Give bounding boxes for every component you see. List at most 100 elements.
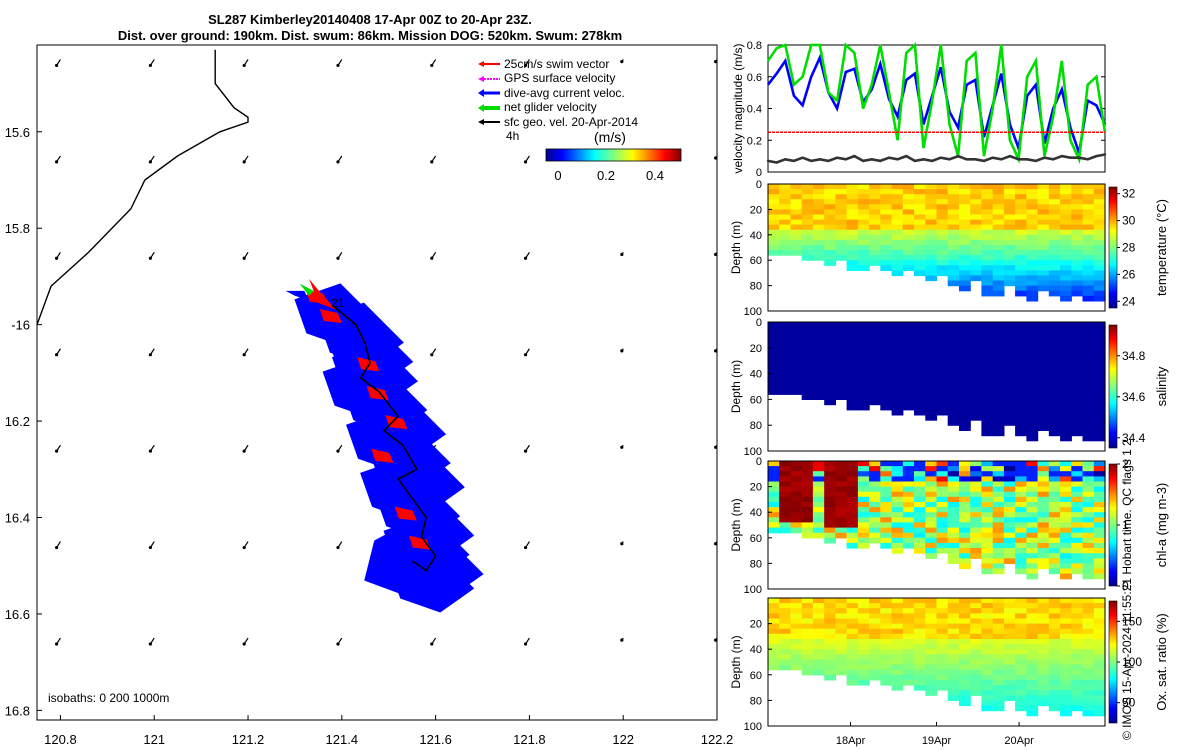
oxygen-cell [768,598,780,604]
salinity-cell [992,347,1005,354]
salinity-cell [779,368,791,375]
chl-a-cell [790,481,803,488]
temperature-cell [981,265,994,271]
oxygen-cell [1003,669,1016,676]
chl-a-cell [1015,563,1027,570]
temperature-cell [1082,209,1095,216]
temperature-cell [869,239,881,246]
chl-a-cell [970,532,982,539]
oxygen-cell [835,669,848,676]
temperature-cell [1015,229,1027,236]
chl-a-cell [914,507,926,513]
temperature-cell [1082,270,1095,277]
oxygen-cell [1026,649,1039,655]
chl-a-cell [1082,471,1095,477]
salinity-cell [1093,373,1106,380]
temperature-cell [768,199,780,205]
velocity-point [1000,158,1003,161]
chl-a-cell [790,502,803,508]
salinity-cell [1060,425,1072,431]
sfc-velocity-line [767,153,1106,164]
oxygen-cell [959,685,971,691]
salinity-cell [1003,347,1016,354]
map-x-tick-label: 120.8 [44,732,77,747]
chl-a-cell [790,522,803,529]
velocity-point [965,158,968,161]
chl-a-cell [1060,512,1072,518]
oxygen-cell [846,639,859,645]
salinity-cell [1048,409,1061,416]
chl-a-cell [801,491,814,498]
oxygen-cell [970,649,982,655]
temperature-cell [812,209,825,216]
oxygen-cell [970,644,982,650]
temperature-cell [1060,194,1072,200]
temperature-cell [880,214,893,221]
temperature-cell [1060,265,1072,271]
velocity-point [792,159,796,163]
oxygen-cell [1015,690,1027,696]
temperature-cell [902,239,915,246]
velocity-point [879,159,882,163]
temperature-cell [914,239,926,246]
velocity-point [922,158,925,161]
oxygen-cell [835,613,848,620]
salinity-cell [824,394,836,400]
temperature-cell [970,234,982,241]
oxygen-cell [1037,659,1050,666]
swim-vector-markers [285,278,431,550]
chl-a-cell [1037,507,1050,513]
salinity-cell [824,327,836,333]
salinity-cell [835,337,848,344]
salinity-cell [925,378,938,385]
salinity-cell [812,373,825,380]
salinity-cell [992,389,1005,395]
isobaths-label: isobaths: 0 200 1000m [48,691,169,705]
salinity-cell [857,353,870,359]
chl-a-cell [779,461,791,467]
chl-a-cell [1048,512,1061,518]
salinity-cell [869,389,881,395]
oxygen-cell [1082,659,1095,666]
temperature-cell [1015,250,1027,256]
temperature-cell [1015,265,1027,271]
oxygen-cell [1048,664,1061,671]
chl-a-cell [891,507,904,513]
salinity-cell [981,358,994,364]
chl-a-cell [880,522,893,529]
temperature-cell [1048,290,1061,297]
chl-a-cell [925,522,938,529]
salinity-cell [902,353,915,359]
oxygen-colorbar-tick-label: 150 [1122,614,1142,628]
oxygen-cell [1060,618,1072,625]
salinity-cell [1015,332,1027,339]
salinity-cell [936,327,949,333]
oxygen-cell [891,664,904,671]
chl-a-cell [1026,563,1039,570]
salinity-cell [1015,368,1027,375]
salinity-cell [768,327,780,333]
chl-a-cell [1093,568,1106,575]
oxygen-cell [1071,659,1084,666]
chl-a-cell [1048,491,1061,498]
chl-a-cell [779,512,791,518]
oxygen-cell [1082,639,1095,645]
oxygen-cell [925,639,938,645]
legend-sfc-geo-velocity: sfc geo. vel. 20-Apr-2014 [478,115,638,129]
temperature-cell [925,265,938,271]
surface-velocity-arrow [714,541,717,546]
salinity-cell [1015,363,1027,370]
salinity-cell [914,373,926,380]
temperature-cell [768,219,780,226]
chl-a-cell [925,502,938,508]
map-x-tick-label: 121.4 [326,732,359,747]
chl-a-cell [1071,558,1084,564]
oxygen-cell [1003,618,1016,625]
temperature-cell [925,250,938,256]
chl-a-cell [869,461,881,467]
temperature-cell [914,250,926,256]
surface-velocity-arrow [620,59,624,64]
temperature-cell [1015,214,1027,221]
salinity-cell [1071,414,1084,421]
